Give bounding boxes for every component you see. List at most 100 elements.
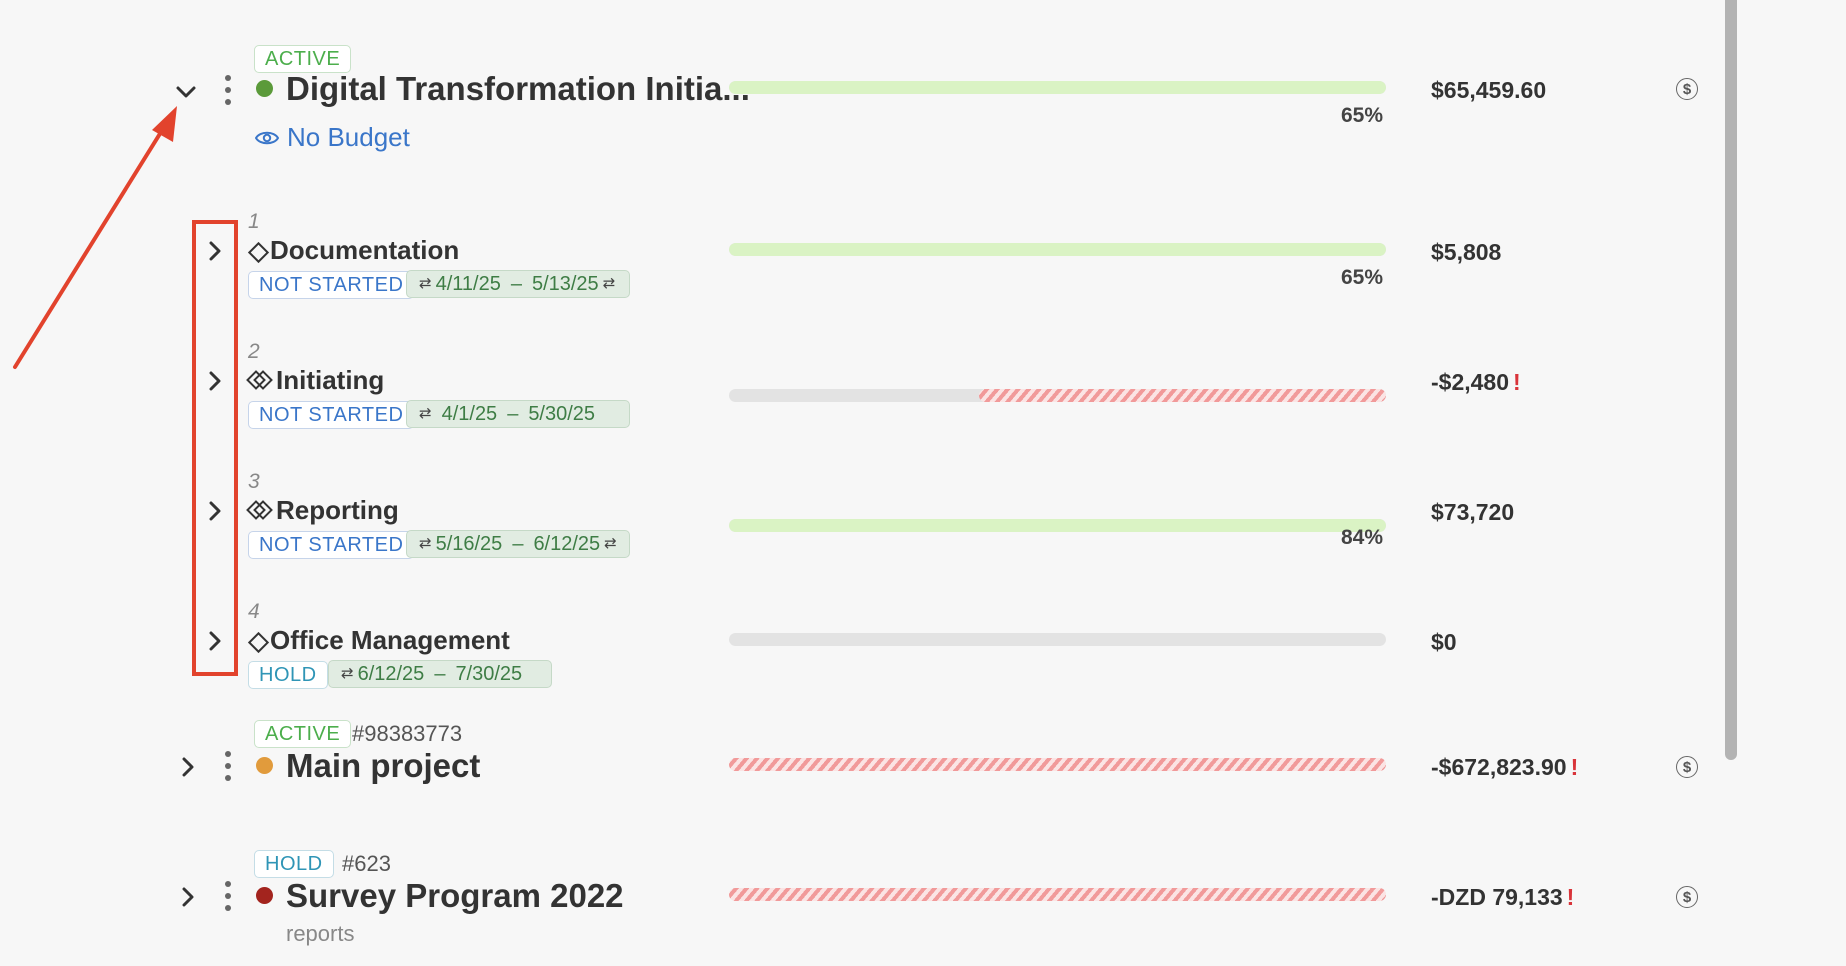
end-date: 7/30/25 — [455, 663, 523, 685]
project-id: #98383773 — [352, 721, 463, 746]
phase-number: 1 — [248, 210, 260, 233]
chevron-right-icon[interactable] — [204, 630, 226, 652]
start-date: 5/16/25 — [435, 533, 503, 555]
sync-icon: ⇄ — [602, 275, 616, 292]
progress-bar — [729, 81, 1386, 94]
end-date: 5/30/25 — [528, 403, 596, 425]
status-badge: NOT STARTED — [248, 271, 415, 299]
chevron-right-icon[interactable] — [204, 370, 226, 392]
phase-amount: $5,808 — [1431, 239, 1502, 265]
chevron-right-icon[interactable] — [177, 886, 199, 908]
date-separator: – — [512, 533, 524, 555]
warning-icon: ! — [1513, 369, 1521, 395]
date-range-badge: ⇄ 5/16/25 – 6/12/25 ⇄ — [406, 530, 630, 558]
scrollbar-thumb[interactable] — [1725, 0, 1737, 760]
phase-row: 4 Office Management HOLD ⇄ 6/12/25 – 7/3… — [0, 595, 1720, 695]
chevron-right-icon[interactable] — [177, 756, 199, 778]
end-date: 6/12/25 — [533, 533, 601, 555]
chevron-right-icon[interactable] — [204, 500, 226, 522]
status-badge: NOT STARTED — [248, 401, 415, 429]
sync-icon: ⇄ — [419, 405, 432, 422]
chevron-right-icon[interactable] — [204, 240, 226, 262]
phase-row: 3 Reporting NOT STARTED ⇄ 5/16/25 – 6/12… — [0, 465, 1720, 565]
project-row: ACTIVE #98383773 Main project -$672,823.… — [0, 715, 1720, 825]
date-separator: – — [434, 663, 446, 685]
phase-amount: -$2,480! — [1431, 369, 1521, 396]
warning-icon: ! — [1566, 884, 1575, 910]
eye-icon — [255, 131, 279, 144]
phase-amount: $0 — [1431, 629, 1457, 655]
diamond-icon — [247, 631, 270, 654]
status-badge: ACTIVE — [254, 45, 352, 73]
warning-icon: ! — [1570, 754, 1579, 780]
phase-number: 3 — [248, 470, 260, 493]
sync-icon: ⇄ — [419, 535, 432, 552]
start-date: 4/1/25 — [441, 403, 498, 425]
progress-percent: 65% — [1340, 104, 1383, 127]
progress-bar — [729, 888, 1386, 901]
progress-bar — [729, 519, 1386, 532]
status-dot — [256, 80, 273, 97]
status-dot — [256, 757, 273, 774]
date-separator: – — [507, 403, 519, 425]
progress-bar — [729, 389, 1386, 402]
phase-name[interactable]: Office Management — [270, 625, 510, 655]
kebab-menu-icon[interactable] — [223, 751, 233, 781]
start-date: 4/11/25 — [435, 273, 501, 295]
phase-row: 1 Documentation NOT STARTED ⇄ 4/11/25 – … — [0, 205, 1720, 305]
status-badge: ACTIVE — [254, 720, 352, 748]
sync-icon: ⇄ — [604, 535, 617, 552]
project-id: #623 — [342, 851, 391, 876]
project-amount: $65,459.60 — [1431, 77, 1547, 103]
project-subtext: reports — [286, 921, 355, 946]
progress-fill — [729, 81, 1386, 94]
amount-value: -$2,480 — [1431, 369, 1510, 395]
sync-icon: ⇄ — [341, 665, 354, 682]
kebab-menu-icon[interactable] — [223, 881, 233, 911]
no-budget-link[interactable]: No Budget — [255, 122, 410, 153]
date-range-badge: ⇄ 4/11/25 – 5/13/25 ⇄ — [406, 270, 630, 298]
dollar-circle-icon[interactable]: $ — [1676, 886, 1698, 908]
progress-fill — [729, 243, 1386, 256]
project-amount: -$672,823.90! — [1431, 754, 1578, 781]
phase-amount: $73,720 — [1431, 499, 1515, 525]
progress-bar — [729, 633, 1386, 646]
date-separator: – — [510, 273, 522, 295]
amount-value: -$672,823.90 — [1431, 754, 1567, 780]
progress-percent: 84% — [1340, 526, 1383, 549]
status-badge: HOLD — [248, 661, 328, 689]
project-row: HOLD #623 Survey Program 2022 reports -D… — [0, 845, 1720, 966]
status-dot — [256, 887, 273, 904]
status-badge: NOT STARTED — [248, 531, 415, 559]
progress-bar — [729, 243, 1386, 256]
annotation-highlight-box — [192, 220, 238, 676]
phase-number: 4 — [248, 600, 260, 623]
phase-number: 2 — [248, 340, 260, 363]
start-date: 6/12/25 — [357, 663, 425, 685]
annotation-arrow — [13, 106, 177, 369]
double-diamond-icon — [246, 370, 273, 390]
chevron-down-icon[interactable] — [175, 81, 197, 103]
dollar-circle-icon[interactable]: $ — [1676, 756, 1698, 778]
over-budget-stripes — [978, 389, 1386, 402]
double-diamond-icon — [246, 500, 273, 520]
status-badge: HOLD — [254, 850, 334, 878]
phase-name[interactable]: Documentation — [270, 235, 460, 265]
amount-value: -DZD 79,133 — [1431, 884, 1563, 910]
phase-name[interactable]: Initiating — [276, 365, 385, 395]
date-range-badge: ⇄ 4/1/25 – 5/30/25 — [406, 400, 630, 428]
diamond-icon — [247, 241, 270, 264]
no-budget-label: No Budget — [287, 122, 410, 152]
project-name[interactable]: Main project — [286, 747, 481, 784]
phase-name[interactable]: Reporting — [276, 495, 399, 525]
dollar-circle-icon[interactable]: $ — [1676, 78, 1698, 100]
project-name[interactable]: Survey Program 2022 — [286, 877, 624, 914]
date-range-badge: ⇄ 6/12/25 – 7/30/25 — [328, 660, 552, 688]
sync-icon: ⇄ — [419, 275, 432, 292]
kebab-menu-icon[interactable] — [223, 75, 233, 105]
project-row: ACTIVE Digital Transformation Initia... … — [0, 0, 1720, 160]
progress-bar — [729, 758, 1386, 771]
project-name[interactable]: Digital Transformation Initia... — [286, 70, 750, 107]
project-amount: -DZD 79,133! — [1431, 884, 1574, 911]
progress-percent: 65% — [1340, 266, 1383, 289]
